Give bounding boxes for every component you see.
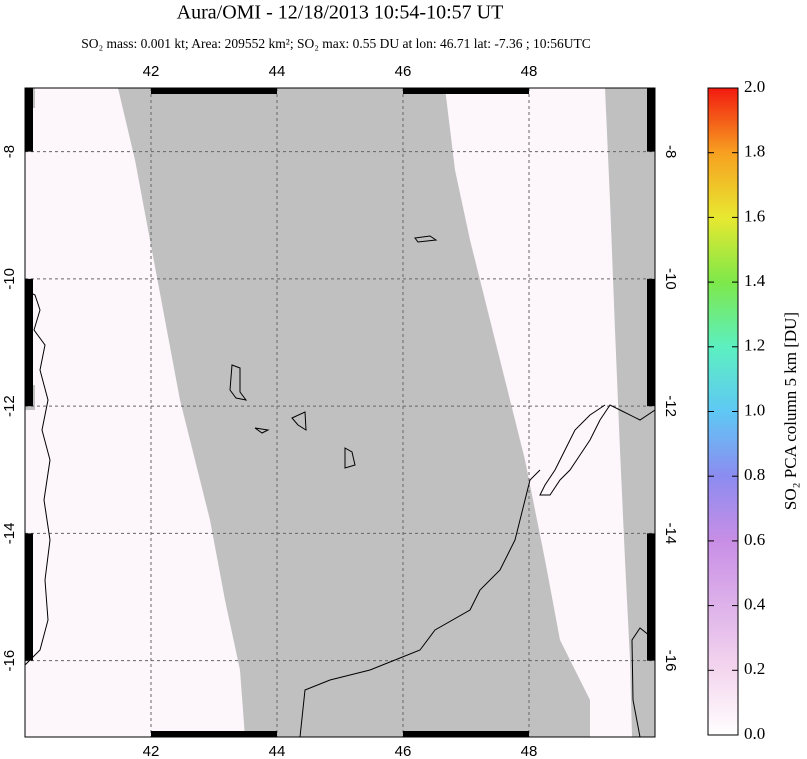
x-tick-label: 44 (269, 743, 286, 759)
y-tick-label: -12 (662, 395, 679, 417)
no-data-swath (118, 88, 590, 737)
coastline (299, 469, 541, 737)
no-data-edge (605, 88, 655, 737)
y-tick-label: -10 (662, 268, 679, 290)
colorbar-label: SO₂ PCA column 5 km [DU] (781, 312, 800, 510)
y-tick-label: -16 (1, 650, 18, 672)
x-tick-label: 46 (395, 63, 412, 80)
colorbar-tick-label: 1.2 (744, 336, 765, 355)
island (344, 447, 356, 469)
island (414, 235, 438, 243)
y-tick-label: -10 (1, 268, 18, 290)
y-tick-label: -14 (662, 523, 679, 545)
x-tick-label: 42 (143, 743, 160, 759)
colorbar-tick-label: 0.4 (744, 595, 766, 614)
frame-tick-bar (647, 88, 655, 152)
colorbar-tick-label: 1.6 (744, 206, 765, 225)
colorbar-tick-label: 1.0 (744, 400, 765, 419)
frame-tick-bar (151, 88, 277, 94)
island (229, 364, 248, 401)
frame-tick-bar (25, 88, 33, 152)
map-frame (24, 87, 656, 738)
y-tick-label: -12 (1, 395, 18, 417)
colorbar-tick-label: 0.6 (744, 530, 765, 549)
frame-tick-bar (403, 88, 529, 94)
map-area (25, 88, 655, 737)
x-tick-label: 46 (395, 743, 412, 759)
frame-tick-bar (25, 278, 33, 407)
y-tick-label: -14 (1, 523, 18, 545)
y-tick-label: -8 (662, 145, 679, 158)
colorbar-tick-label: 2.0 (744, 77, 765, 96)
y-tick-label: -8 (1, 145, 18, 158)
frame-tick-bar (25, 533, 33, 661)
x-tick-label: 48 (521, 63, 538, 80)
colorbar-tick-label: 0.0 (744, 724, 765, 743)
colorbar-tick-label: 0.8 (744, 465, 765, 484)
colorbar-tick-label: 0.2 (744, 659, 765, 678)
frame-tick-bar (647, 278, 655, 407)
frame-tick-bar (647, 533, 655, 661)
coastline (631, 627, 655, 737)
x-tick-label: 44 (269, 63, 286, 80)
coastline (539, 404, 655, 496)
y-tick-label: -16 (662, 650, 679, 672)
colorbar-tick-label: 1.8 (744, 142, 765, 161)
island (254, 427, 270, 434)
subtitle: SO₂ mass: 0.001 kt; Area: 209552 km²; SO… (81, 36, 591, 51)
colorbar-tick-label: 1.4 (744, 271, 766, 290)
x-tick-label: 42 (143, 63, 160, 80)
frame-tick-bar (151, 731, 277, 737)
title: Aura/OMI - 12/18/2013 10:54-10:57 UT (177, 2, 504, 24)
frame-tick-bar (403, 731, 529, 737)
coastline (25, 289, 51, 666)
island (291, 411, 307, 431)
x-tick-label: 48 (521, 743, 538, 759)
